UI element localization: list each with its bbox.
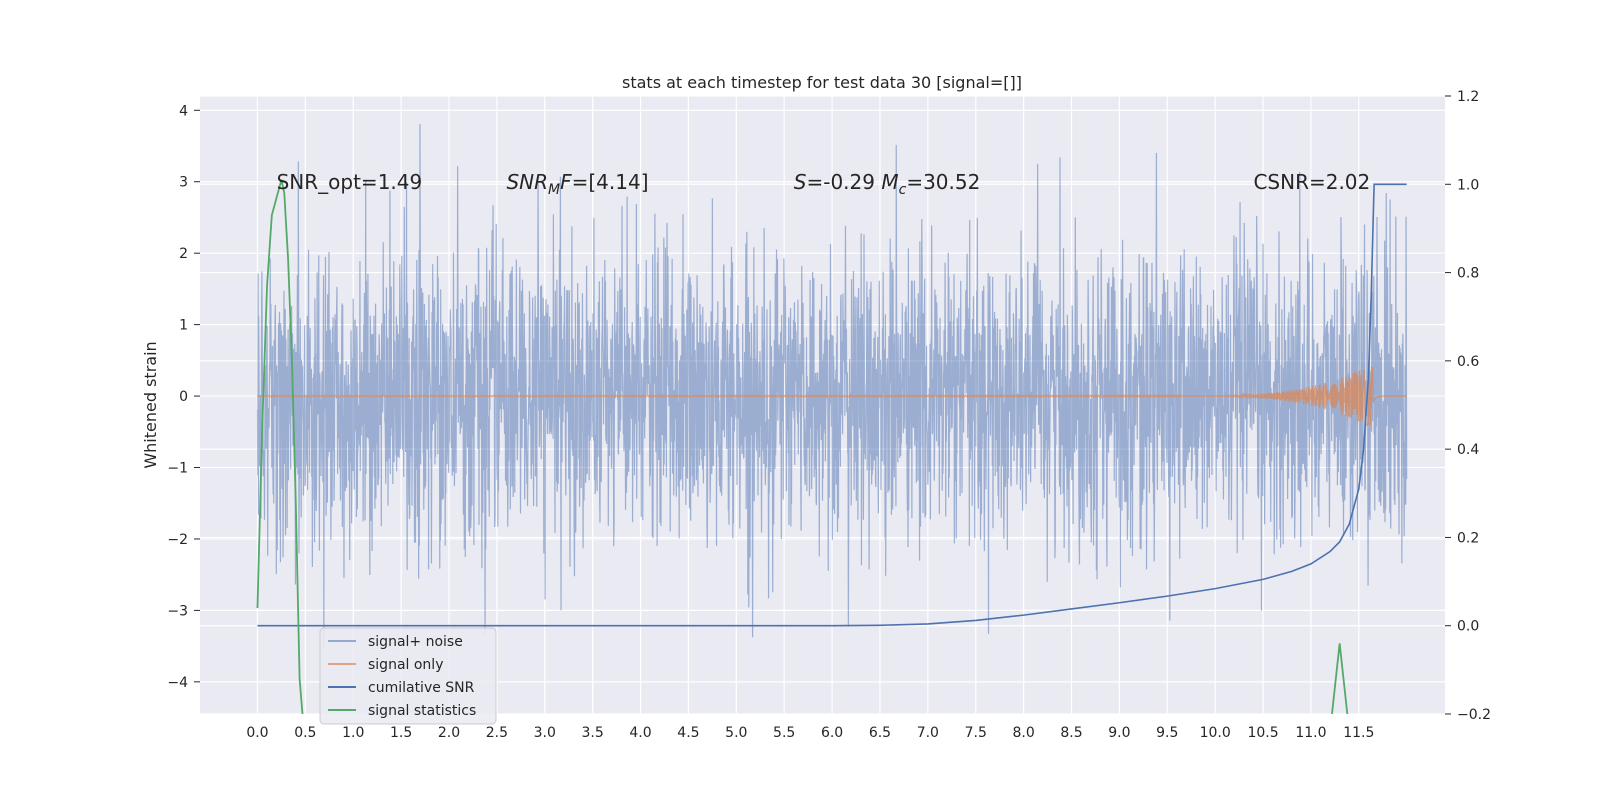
y-tick-label: 0 (179, 389, 188, 405)
x-tick-label: 11.0 (1295, 725, 1326, 741)
x-tick-label: 1.5 (390, 725, 412, 741)
y2-tick-label: 0.6 (1457, 354, 1479, 370)
y-tick-label: −2 (167, 532, 188, 548)
grid (200, 95, 1445, 715)
x-tick-label: 0.0 (246, 725, 268, 741)
x-tick-label: 4.0 (629, 725, 651, 741)
x-tick-label: 11.5 (1343, 725, 1374, 741)
x-tick-label: 5.0 (725, 725, 747, 741)
x-tick-label: 5.5 (773, 725, 795, 741)
series-signal-statistics-line (1331, 643, 1349, 714)
series-cumulative-snr-line (257, 183, 1407, 627)
legend-entry: signal only (368, 657, 443, 673)
x-tick-label: 7.5 (965, 725, 987, 741)
y-axis-label: Whitened strain (141, 341, 160, 468)
y2-tick-label: 0.2 (1457, 530, 1479, 546)
y-tick-label: −4 (167, 675, 188, 691)
y-tick-label: 4 (179, 103, 188, 119)
annotation-text: SNRMF=[4.14] (506, 170, 648, 198)
y-tick-label: 3 (179, 175, 188, 191)
annotation-text: S=-0.29 Mc=30.52 (794, 170, 981, 198)
series-signal-noise-line (256, 124, 1408, 647)
legend: signal+ noise signal only cumilative SNR si… (319, 627, 497, 725)
annotation-text: CSNR=2.02 (1253, 170, 1370, 194)
x-tick-label: 8.5 (1060, 725, 1082, 741)
legend-entry: cumilative SNR (368, 680, 475, 696)
x-tick-label: 9.0 (1108, 725, 1130, 741)
series-layer (256, 124, 1408, 714)
x-tick-label: 3.5 (582, 725, 604, 741)
x-tick-label: 7.0 (917, 725, 939, 741)
y-tick-label: −3 (167, 603, 188, 619)
x-tick-label: 2.0 (438, 725, 460, 741)
x-tick-label: 6.0 (821, 725, 843, 741)
legend-box (319, 627, 497, 725)
legend-entry: signal+ noise (368, 634, 463, 650)
y2-tick-label: −0.2 (1457, 707, 1491, 723)
x-tick-label: 9.5 (1156, 725, 1178, 741)
x-tick-label: 10.0 (1200, 725, 1231, 741)
x-tick-label: 4.5 (677, 725, 699, 741)
y2-tick-label: 0.8 (1457, 266, 1479, 282)
x-tick-label: 8.0 (1012, 725, 1034, 741)
y-tick-label: 1 (179, 318, 188, 334)
y2-tick-label: 0.4 (1457, 442, 1479, 458)
legend-entry: signal statistics (368, 703, 476, 719)
y2-tick-label: 1.0 (1457, 177, 1479, 193)
y2-tick-label: 0.0 (1457, 619, 1479, 635)
y2-tick-label: 1.2 (1457, 89, 1479, 105)
x-tick-label: 2.5 (486, 725, 508, 741)
annotations: SNR_opt=1.49 SNRMF=[4.14] S=-0.29 Mc=30.52… (277, 170, 1371, 198)
series-signal-statistics-line (256, 179, 304, 714)
series-signal-only-line (256, 366, 1407, 427)
y-tick-label: 2 (179, 246, 188, 262)
x-tick-label: 0.5 (294, 725, 316, 741)
axes: 0.0 0.5 1.0 1.5 2.0 2.5 3.0 3.5 4.0 4.5 5.0 5.5 6.0 6… (167, 89, 1491, 741)
annotation-text: SNR_opt=1.49 (277, 170, 423, 194)
x-tick-label: 6.5 (869, 725, 891, 741)
x-tick-label: 3.0 (534, 725, 556, 741)
y-tick-label: −1 (167, 461, 188, 477)
chart-title: stats at each timestep for test data 30 … (622, 73, 1022, 92)
x-tick-label: 10.5 (1247, 725, 1278, 741)
x-tick-label: 1.0 (342, 725, 364, 741)
